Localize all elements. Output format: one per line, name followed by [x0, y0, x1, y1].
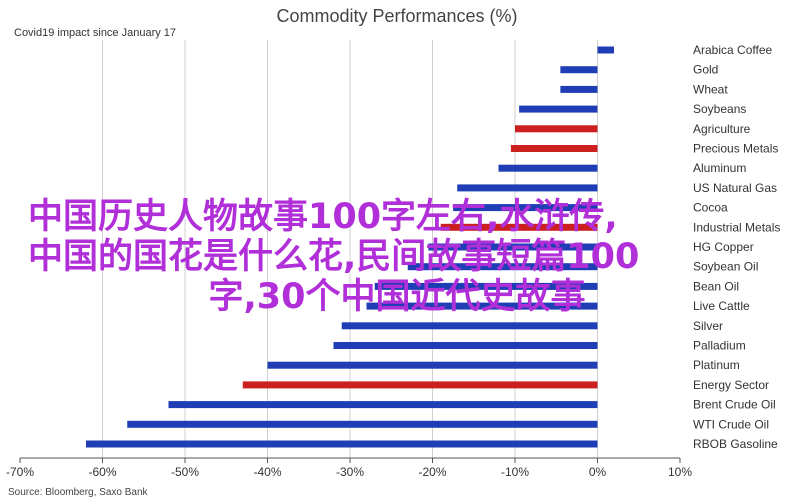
bar — [428, 243, 598, 251]
x-tick-label: -70% — [6, 465, 34, 479]
category-label: Platinum — [693, 358, 740, 372]
bar — [597, 46, 614, 54]
bar — [560, 66, 598, 74]
category-label: Bean Oil — [693, 279, 739, 293]
x-tick-label: 10% — [668, 465, 692, 479]
bar — [457, 184, 598, 192]
bar — [341, 322, 598, 330]
overlay-line: 中国的国花是什么花,民间故事短篇100 — [28, 237, 639, 277]
bar — [498, 164, 598, 172]
bar — [519, 105, 598, 113]
x-tick-label: -30% — [336, 465, 364, 479]
category-label: Energy Sector — [693, 378, 769, 392]
bar — [515, 125, 598, 133]
x-tick-label: -10% — [501, 465, 529, 479]
category-label: HG Copper — [693, 240, 754, 254]
bar — [168, 401, 598, 409]
category-label: Agriculture — [693, 122, 751, 136]
bar — [333, 342, 598, 349]
category-label: Palladium — [693, 339, 746, 353]
category-label: Brent Crude Oil — [693, 398, 776, 412]
bar — [440, 223, 598, 231]
chart-subtitle: Covid19 impact since January 17 — [14, 27, 176, 39]
category-label: WTI Crude Oil — [693, 417, 769, 431]
bar — [267, 361, 598, 369]
x-tick-label: -40% — [253, 465, 281, 479]
bar — [374, 282, 598, 290]
overlay-line: 字,30个中国近代史故事 — [208, 277, 585, 317]
overlay-line: 中国历史人物故事100字左右,水浒传, — [28, 197, 618, 237]
bar — [560, 85, 598, 93]
x-tick-label: -60% — [88, 465, 116, 479]
category-label: Cocoa — [693, 201, 728, 215]
chart-source: Source: Bloomberg, Saxo Bank — [8, 487, 149, 498]
category-label: Wheat — [693, 82, 728, 96]
bar — [86, 440, 598, 448]
category-label: Soybeans — [693, 102, 746, 116]
bar — [510, 145, 598, 152]
overlay-text: 中国历史人物故事100字左右,水浒传,中国的国花是什么花,民间故事短篇100字,… — [28, 197, 639, 317]
category-label: US Natural Gas — [693, 181, 777, 195]
chart-title: Commodity Performances (%) — [276, 6, 517, 26]
bar — [366, 302, 598, 310]
category-labels: Arabica Coffee Gold Wheat Soybeans Agricultu… — [693, 43, 780, 451]
category-label: Soybean Oil — [693, 260, 758, 274]
bar — [127, 420, 598, 428]
category-label: Precious Metals — [693, 142, 778, 156]
category-label: Arabica Coffee — [693, 43, 772, 57]
x-tick-label: -50% — [171, 465, 199, 479]
bar — [453, 204, 598, 212]
bar — [242, 381, 598, 389]
category-label: RBOB Gasoline — [693, 437, 778, 451]
category-label: Silver — [693, 319, 723, 333]
x-axis-ticks: -70% -60% -50% -40% -30% -20% -10% 0% 10% — [6, 458, 692, 479]
category-label: Industrial Metals — [693, 220, 780, 234]
category-label: Gold — [693, 63, 718, 77]
x-tick-label: 0% — [589, 465, 607, 479]
bars — [86, 46, 614, 448]
category-label: Live Cattle — [693, 299, 750, 313]
x-tick-label: -20% — [418, 465, 446, 479]
bar — [407, 263, 598, 271]
category-label: Aluminum — [693, 161, 746, 175]
